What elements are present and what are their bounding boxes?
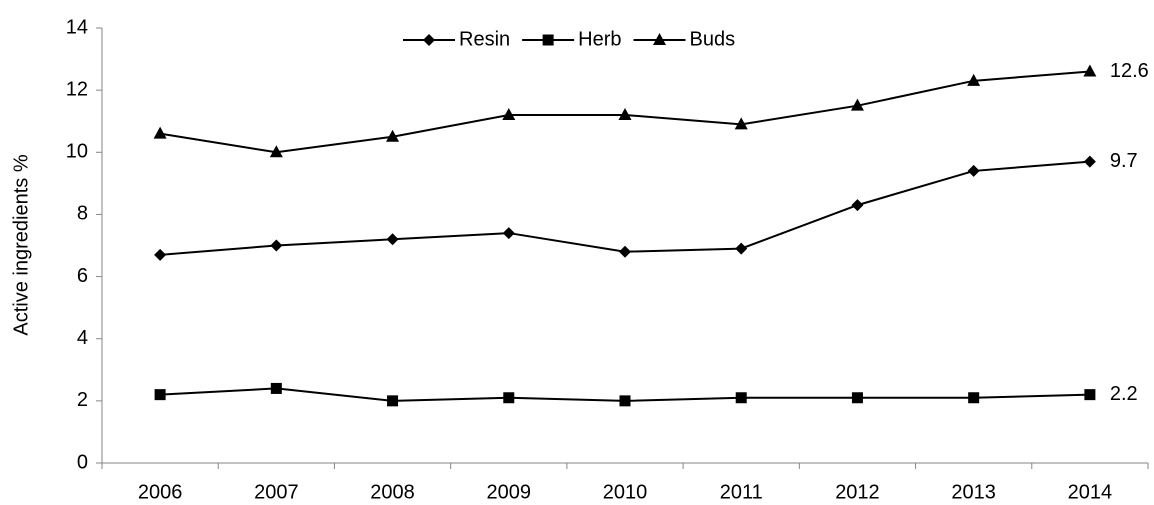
y-tick-label: 12 [66, 78, 88, 100]
data-point [387, 395, 399, 407]
legend-marker [423, 34, 435, 46]
legend-label: Buds [690, 28, 736, 50]
data-label: 2.2 [1110, 383, 1138, 405]
y-axis-label: Active ingredients % [10, 154, 32, 335]
data-point [1083, 155, 1096, 168]
data-point [619, 245, 631, 258]
x-tick-label: 2008 [370, 481, 415, 503]
x-tick-label: 2013 [951, 481, 996, 503]
x-tick-label: 2014 [1068, 481, 1113, 503]
data-point [270, 382, 282, 394]
data-point [967, 164, 980, 177]
y-tick-label: 10 [66, 141, 88, 163]
legend-label: Resin [459, 28, 510, 50]
series-line [160, 160, 1090, 256]
x-tick-label: 2012 [835, 481, 880, 503]
x-tick-label: 2010 [603, 481, 648, 503]
data-point [502, 108, 516, 120]
x-tick-label: 2006 [138, 481, 183, 503]
x-tick-label: 2011 [720, 481, 763, 503]
y-tick-label: 4 [77, 327, 88, 349]
data-point [1083, 64, 1097, 77]
y-tick-label: 6 [77, 265, 88, 287]
data-point [851, 199, 864, 212]
data-point [503, 392, 515, 404]
y-tick-label: 0 [77, 451, 88, 473]
data-point [154, 248, 167, 261]
legend-label: Herb [578, 28, 621, 50]
y-tick-label: 14 [66, 16, 88, 38]
data-point [968, 392, 980, 404]
legend-marker [653, 33, 666, 45]
data-point [153, 126, 167, 139]
data-point [618, 108, 632, 120]
data-point [154, 389, 166, 401]
data-point [1084, 389, 1096, 401]
y-tick-label: 2 [77, 389, 88, 411]
data-point [735, 392, 747, 404]
data-point [619, 395, 631, 407]
data-point [270, 239, 283, 252]
data-point [502, 227, 515, 240]
legend-marker [542, 34, 554, 46]
data-point [967, 73, 981, 86]
x-tick-label: 2009 [487, 481, 532, 503]
data-point [735, 242, 748, 255]
y-tick-label: 8 [77, 203, 88, 225]
data-point [734, 117, 748, 130]
data-point [386, 129, 400, 142]
data-label: 12.6 [1110, 60, 1149, 82]
data-label: 9.7 [1110, 150, 1138, 172]
data-point [269, 145, 283, 158]
data-point [851, 392, 863, 404]
x-tick-label: 2007 [254, 481, 299, 503]
data-point [850, 98, 864, 111]
data-point [386, 233, 399, 246]
